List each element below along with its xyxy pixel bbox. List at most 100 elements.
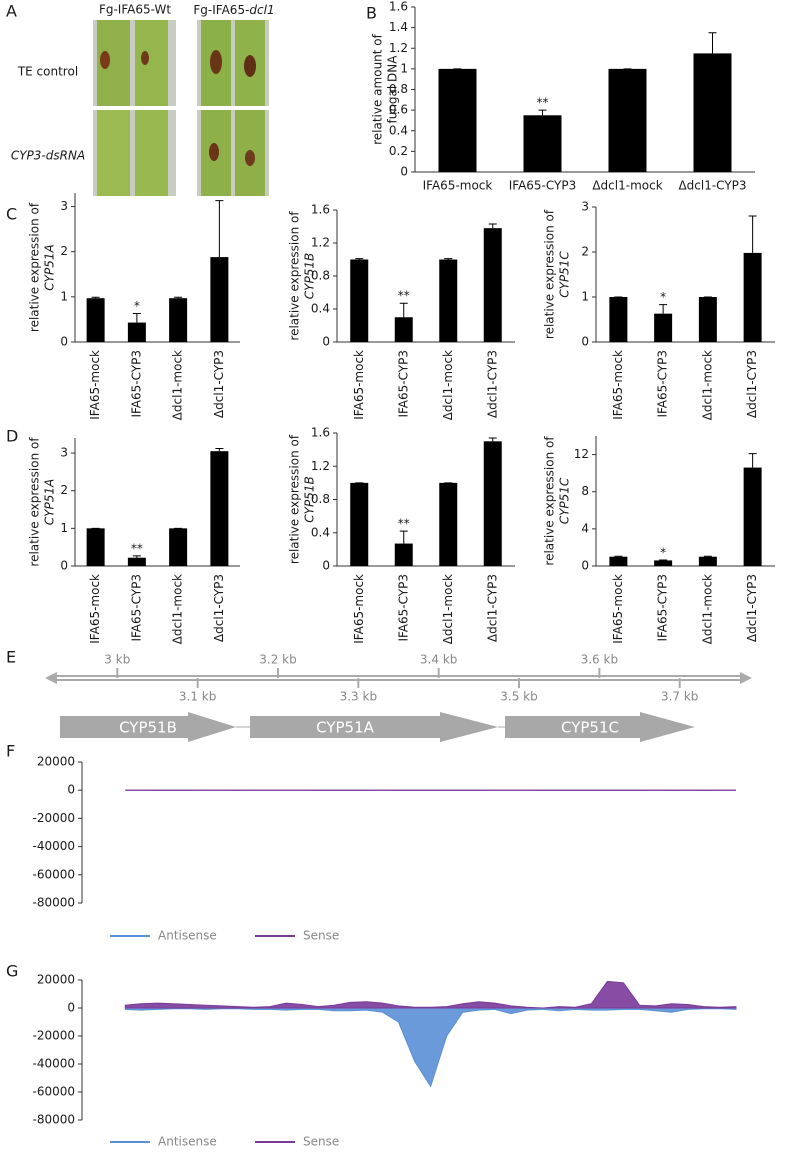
y-tick-label: 0.8	[389, 82, 408, 96]
bar	[439, 259, 458, 342]
y-tick-label: 1.6	[311, 203, 330, 217]
y-axis-label: CYP51C	[558, 477, 572, 524]
y-tick-label: -20000	[32, 811, 75, 825]
x-tick-label: Δdcl1-CYP3	[212, 350, 226, 418]
y-tick-label: 8	[581, 484, 589, 498]
leaf-photos	[93, 20, 269, 196]
error-bar	[748, 453, 757, 468]
error-bar	[132, 313, 141, 323]
error-bar	[399, 302, 408, 318]
y-tick-label: 2	[60, 483, 68, 497]
panel-label: E	[6, 648, 16, 667]
error-bar	[708, 32, 717, 54]
error-bar	[399, 530, 408, 544]
y-tick-label: 2	[60, 244, 68, 258]
row-label: CYP3-dsRNA	[11, 149, 85, 163]
gene-label: CYP51A	[316, 719, 375, 737]
x-tick-label: Δdcl1-mock	[171, 350, 185, 420]
y-tick-label: 0	[400, 165, 408, 179]
y-tick-label: 20000	[37, 755, 75, 769]
gene-arrows	[60, 712, 695, 742]
bar	[743, 467, 762, 566]
panel-label: F	[6, 742, 15, 761]
x-tick-label: Δdcl1-mock	[441, 350, 455, 420]
y-tick-label: -60000	[32, 1085, 75, 1099]
y-axis-label: relative expression of	[288, 434, 302, 564]
x-tick-label: IFA65-mock	[611, 574, 625, 644]
x-tick-label: Δdcl1-mock	[441, 574, 455, 644]
significance: *	[660, 290, 666, 304]
x-tick-label: IFA65-CYP3	[396, 574, 410, 642]
x-tick-label: IFA65-CYP3	[129, 350, 143, 418]
x-tick-label: IFA65-CYP3	[656, 350, 670, 418]
bar	[210, 257, 229, 342]
error-bar	[215, 448, 224, 452]
error-bar	[215, 200, 224, 258]
x-tick-label: Δdcl1-CYP3	[745, 574, 759, 642]
y-axis-label: relative expression of	[543, 436, 557, 566]
y-axis-label: relative expression of	[543, 209, 557, 339]
bar	[743, 252, 762, 342]
error-bar	[355, 258, 364, 260]
error-bar	[132, 555, 141, 558]
gene-label: CYP51B	[119, 719, 177, 737]
x-tick-label: IFA65-mock	[88, 350, 102, 420]
x-tick-label: Δdcl1-CYP3	[212, 574, 226, 642]
error-bar	[174, 296, 183, 299]
bar	[698, 297, 717, 342]
y-tick-label: 0	[581, 335, 589, 349]
x-tick-label: IFA65-mock	[423, 179, 493, 193]
bar	[439, 482, 458, 566]
bar	[169, 298, 188, 342]
y-axis-label: CYP51A	[43, 479, 57, 525]
y-tick-label: -40000	[32, 839, 75, 853]
error-bar	[538, 109, 547, 116]
y-tick-label: -80000	[32, 1113, 75, 1127]
y-tick-label: -20000	[32, 1029, 75, 1043]
y-tick-label: 0	[581, 559, 589, 573]
track-tick-label: 3.7 kb	[661, 690, 698, 704]
bar	[523, 115, 562, 172]
x-tick-label: IFA65-CYP3	[396, 350, 410, 418]
x-tick-label: IFA65-CYP3	[509, 179, 577, 193]
track-arrow	[45, 672, 57, 684]
x-tick-label: Δdcl1-CYP3	[485, 574, 499, 642]
y-tick-label: 1.6	[311, 426, 330, 440]
track-tick-label: 3.2 kb	[259, 653, 296, 667]
significance: **	[398, 517, 410, 531]
panel-label: A	[6, 2, 17, 21]
y-tick-label: 0.6	[389, 103, 408, 117]
panel-label: D	[6, 427, 18, 446]
x-tick-label: Δdcl1-CYP3	[745, 350, 759, 418]
y-tick-label: 4	[581, 521, 589, 535]
y-axis-label: relative expression of	[288, 211, 302, 341]
bar	[654, 560, 673, 566]
error-bar	[659, 304, 668, 314]
error-bar	[488, 437, 497, 442]
y-tick-label: -40000	[32, 1057, 75, 1071]
significance: *	[134, 299, 140, 313]
y-tick-label: 1.2	[311, 459, 330, 473]
panel-label: B	[366, 4, 377, 23]
x-tick-label: Δdcl1-mock	[700, 350, 714, 420]
y-axis-label: CYP51B	[303, 253, 317, 299]
bar	[609, 297, 628, 342]
y-tick-label: 1	[581, 290, 589, 304]
y-tick-label: 0	[67, 1001, 75, 1015]
bar	[698, 556, 717, 566]
column-label-part: dcl1	[249, 3, 274, 17]
y-tick-label: 0.8	[311, 269, 330, 283]
bar	[693, 53, 732, 172]
x-tick-label: IFA65-mock	[88, 574, 102, 644]
y-tick-label: 0	[322, 335, 330, 349]
y-tick-label: 3	[60, 446, 68, 460]
column-label: Fg-IFA65-Wt	[99, 3, 171, 17]
gene-label: CYP51C	[561, 719, 619, 737]
error-bar	[444, 258, 453, 260]
row-label: TE control	[17, 65, 78, 79]
x-tick-label: Δdcl1-mock	[171, 574, 185, 644]
y-tick-label: 1.6	[389, 0, 408, 14]
track-tick-label: 3.5 kb	[500, 690, 537, 704]
y-tick-label: 3	[60, 199, 68, 213]
